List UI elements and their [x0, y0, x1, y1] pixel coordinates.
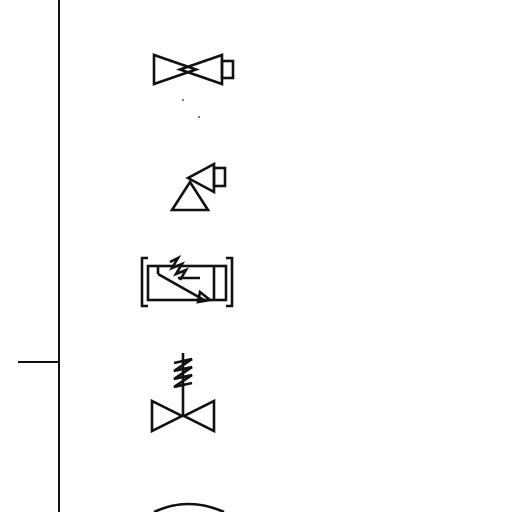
spring-loaded-valve-icon	[150, 353, 216, 434]
scan-speck	[198, 116, 200, 118]
angle-hose-valve-icon	[169, 161, 227, 212]
pe-valve-icon	[153, 502, 225, 512]
hose-valve-icon	[152, 53, 235, 86]
left-frame-line	[58, 0, 60, 512]
section-divider-tick	[18, 361, 60, 363]
automatic-recirculation-valve-icon	[140, 254, 234, 308]
scan-speck	[182, 99, 184, 101]
